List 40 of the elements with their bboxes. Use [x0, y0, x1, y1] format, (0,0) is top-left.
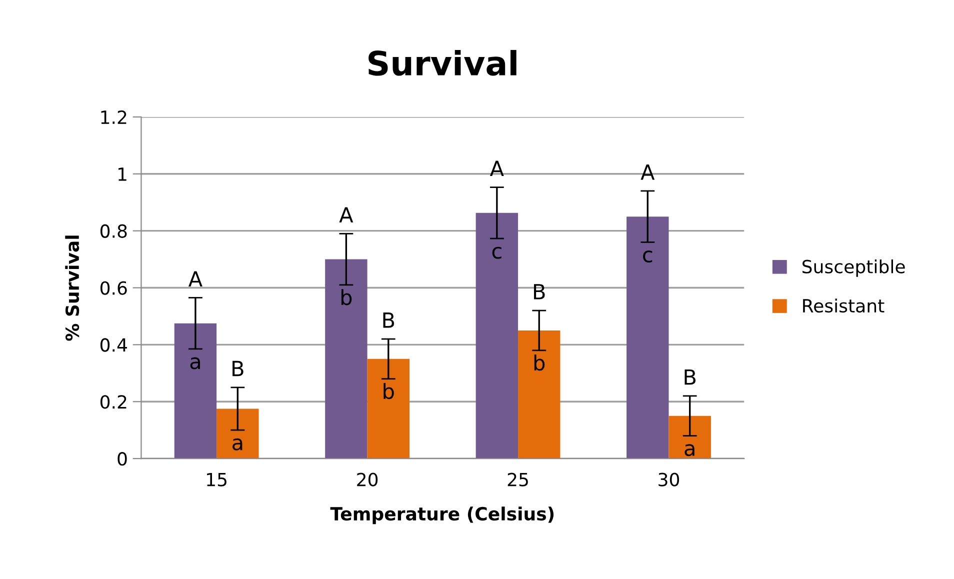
bar — [626, 216, 669, 459]
x-tick-label: 15 — [207, 473, 226, 486]
annotation: A — [490, 160, 504, 176]
annotation: a — [232, 438, 242, 450]
legend-label: Susceptible — [802, 259, 905, 277]
annotation: B — [534, 284, 545, 300]
y-axis-title: % Survival — [65, 236, 80, 341]
y-tick-label: 0.6 — [100, 281, 127, 295]
annotation: a — [684, 444, 694, 456]
y-tick-label: 0.8 — [100, 224, 127, 238]
annotation: B — [383, 312, 394, 328]
chart-title: Survival — [368, 50, 516, 76]
annotation: c — [643, 250, 652, 263]
bar — [518, 330, 560, 459]
bar — [325, 259, 368, 459]
x-tick-label: 30 — [658, 472, 680, 486]
annotation: b — [384, 383, 394, 400]
y-tick-label: 0.4 — [100, 338, 127, 352]
x-tick-label: 25 — [508, 472, 528, 486]
annotation: b — [534, 354, 545, 371]
annotation: B — [232, 360, 244, 376]
bar — [476, 212, 518, 459]
y-tick-label: 1 — [118, 168, 126, 181]
bar — [367, 358, 410, 459]
x-axis-title: Temperature (Celsius) — [330, 506, 554, 524]
annotation: B — [684, 369, 696, 385]
annotation: A — [339, 207, 354, 222]
y-tick-label: 0.2 — [100, 395, 126, 409]
y-tick-label: 0 — [118, 452, 127, 466]
bar — [174, 323, 217, 459]
x-tick-label: 20 — [357, 472, 378, 486]
y-tick-label: 1.2 — [101, 110, 126, 124]
bar — [668, 416, 711, 459]
annotation: a — [190, 357, 200, 370]
annotation: c — [492, 246, 502, 259]
annotation: A — [640, 164, 655, 180]
bar — [216, 408, 259, 459]
legend-label: Resistant — [803, 298, 884, 313]
annotation: A — [188, 271, 202, 286]
annotation: b — [341, 289, 352, 306]
